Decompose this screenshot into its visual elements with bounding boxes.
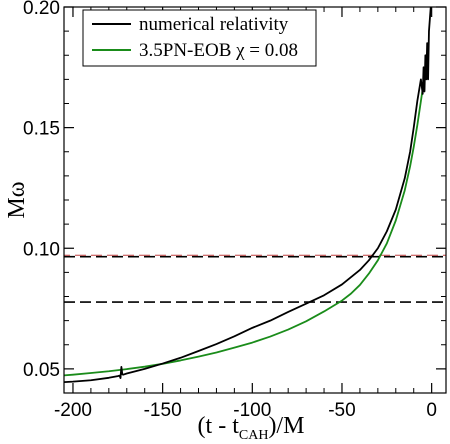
y-tick-label-2: 0.15 (23, 119, 60, 140)
y-tick-label-1: 0.10 (23, 239, 60, 260)
x-axis-title-sub: CAH (239, 428, 269, 443)
series-line-1 (63, 76, 426, 377)
x-tick-label-3: -50 (328, 400, 355, 421)
x-axis-title: (t - tCAH)/M (198, 413, 305, 443)
x-tick-label-2: -100 (233, 400, 271, 421)
series-line-0 (63, 6, 432, 384)
x-tick-label-1: -150 (144, 400, 182, 421)
axis-ticks (64, 6, 446, 394)
legend-label-numerical-relativity: numerical relativity (139, 14, 289, 35)
y-tick-label-3: 0.20 (23, 0, 60, 19)
y-tick-label-0: 0.05 (23, 360, 60, 381)
reference-lines (64, 254, 446, 303)
tick-labels: -200 -150 -100 -50 0 0.05 0.10 0.15 0.20 (23, 0, 437, 421)
legend-label-eob: 3.5PN-EOB χ = 0.08 (139, 40, 298, 61)
y-axis-title: Mω (4, 181, 30, 218)
x-axis-title-tail: )/M (268, 413, 304, 439)
x-tick-label-0: -200 (54, 400, 92, 421)
plot-series (63, 6, 432, 384)
x-axis-title-main: (t - t (198, 413, 240, 439)
legend: numerical relativity 3.5PN-EOB χ = 0.08 (82, 9, 317, 67)
x-tick-label-4: 0 (426, 400, 437, 421)
legend-box (82, 9, 317, 67)
